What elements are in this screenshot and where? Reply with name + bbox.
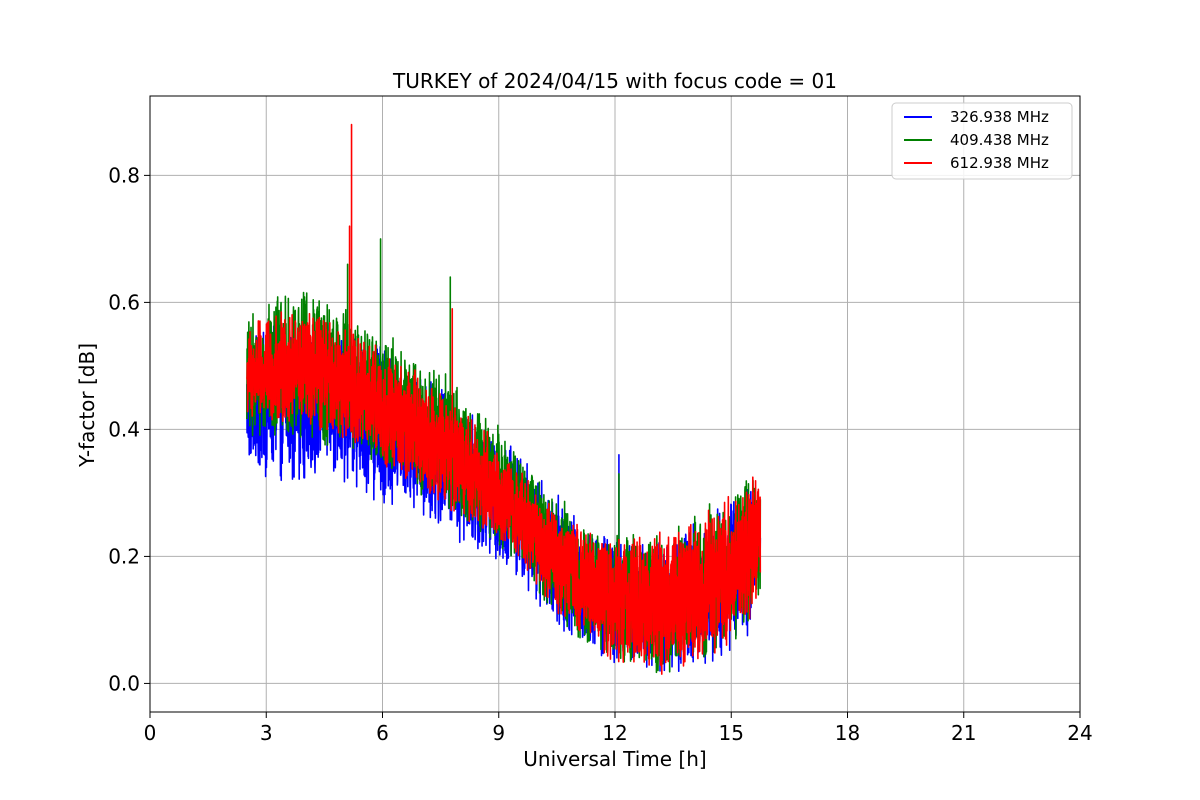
series-line-612-938-mhz bbox=[246, 123, 762, 675]
legend: 326.938 MHz 409.438 MHz 612.938 MHz bbox=[891, 102, 1073, 180]
y-tick-label: 0.0 bbox=[108, 671, 140, 695]
x-tick-label: 9 bbox=[492, 721, 505, 745]
legend-label-612: 612.938 MHz bbox=[950, 154, 1049, 172]
y-axis-title: Y-factor [dB] bbox=[75, 343, 99, 468]
x-tick-label: 24 bbox=[1067, 721, 1092, 745]
chart-title: TURKEY of 2024/04/15 with focus code = 0… bbox=[392, 69, 837, 93]
y-tick-label: 0.2 bbox=[108, 544, 140, 568]
series-layer bbox=[246, 123, 762, 675]
legend-box bbox=[891, 102, 1073, 180]
x-tick-label: 6 bbox=[376, 721, 389, 745]
x-tick-label: 0 bbox=[144, 721, 157, 745]
x-tick-label: 21 bbox=[951, 721, 976, 745]
legend-label-409: 409.438 MHz bbox=[950, 131, 1049, 149]
ticks: 0 3 6 9 12 15 18 21 24 0.0 0.2 0.4 0.6 0.8 bbox=[108, 163, 1093, 745]
legend-label-326: 326.938 MHz bbox=[950, 108, 1049, 126]
x-tick-label: 3 bbox=[260, 721, 273, 745]
x-axis-title: Universal Time [h] bbox=[523, 747, 706, 771]
x-tick-label: 15 bbox=[719, 721, 744, 745]
x-tick-label: 18 bbox=[835, 721, 860, 745]
y-tick-label: 0.4 bbox=[108, 417, 140, 441]
y-tick-label: 0.8 bbox=[108, 163, 140, 187]
x-tick-label: 12 bbox=[602, 721, 627, 745]
y-tick-label: 0.6 bbox=[108, 290, 140, 314]
